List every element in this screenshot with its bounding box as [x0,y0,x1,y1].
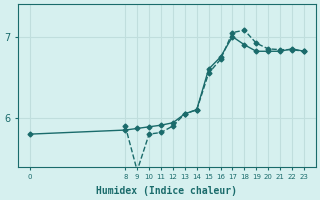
X-axis label: Humidex (Indice chaleur): Humidex (Indice chaleur) [96,186,237,196]
